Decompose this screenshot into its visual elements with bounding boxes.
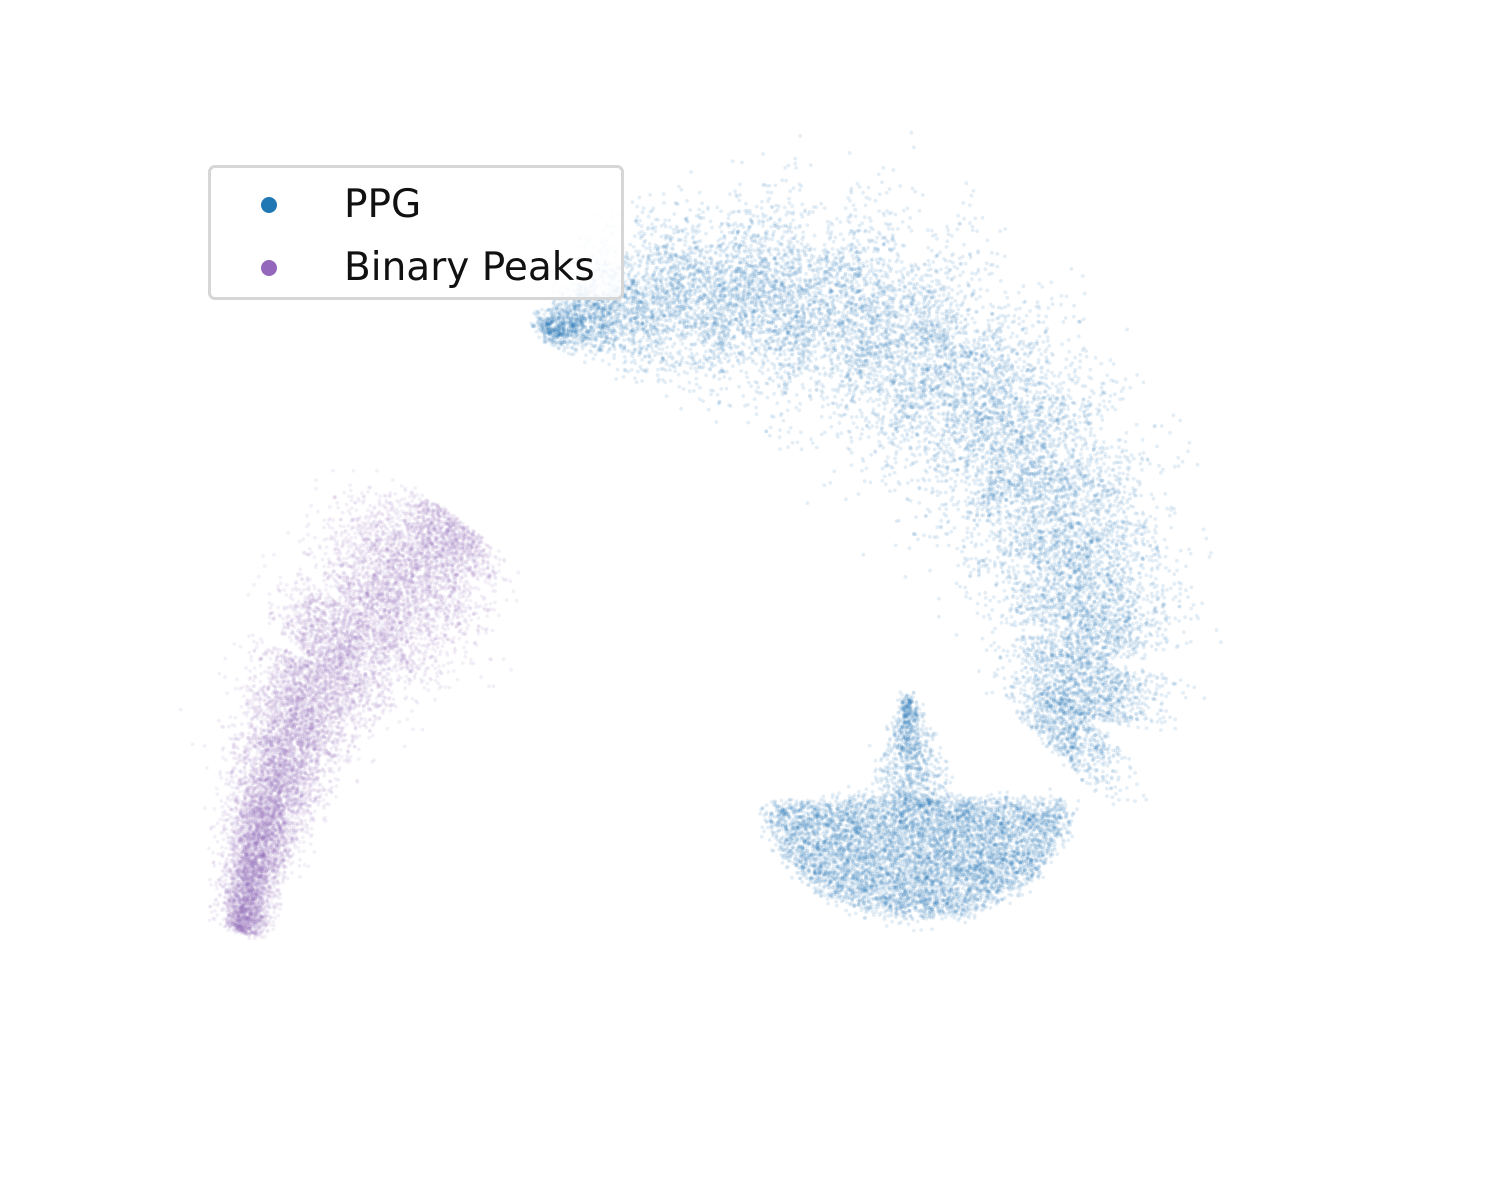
legend-label-ppg: PPG	[344, 184, 421, 226]
legend: PPG Binary Peaks	[208, 165, 624, 300]
legend-marker-binary-peaks	[261, 260, 277, 276]
series-ppg-points	[529, 130, 1223, 933]
legend-entry-binary-peaks: Binary Peaks	[211, 243, 621, 293]
legend-label-binary-peaks: Binary Peaks	[344, 247, 595, 289]
legend-entry-ppg: PPG	[211, 180, 621, 230]
series-binary-peaks-points	[178, 468, 521, 941]
legend-marker-ppg	[261, 197, 277, 213]
